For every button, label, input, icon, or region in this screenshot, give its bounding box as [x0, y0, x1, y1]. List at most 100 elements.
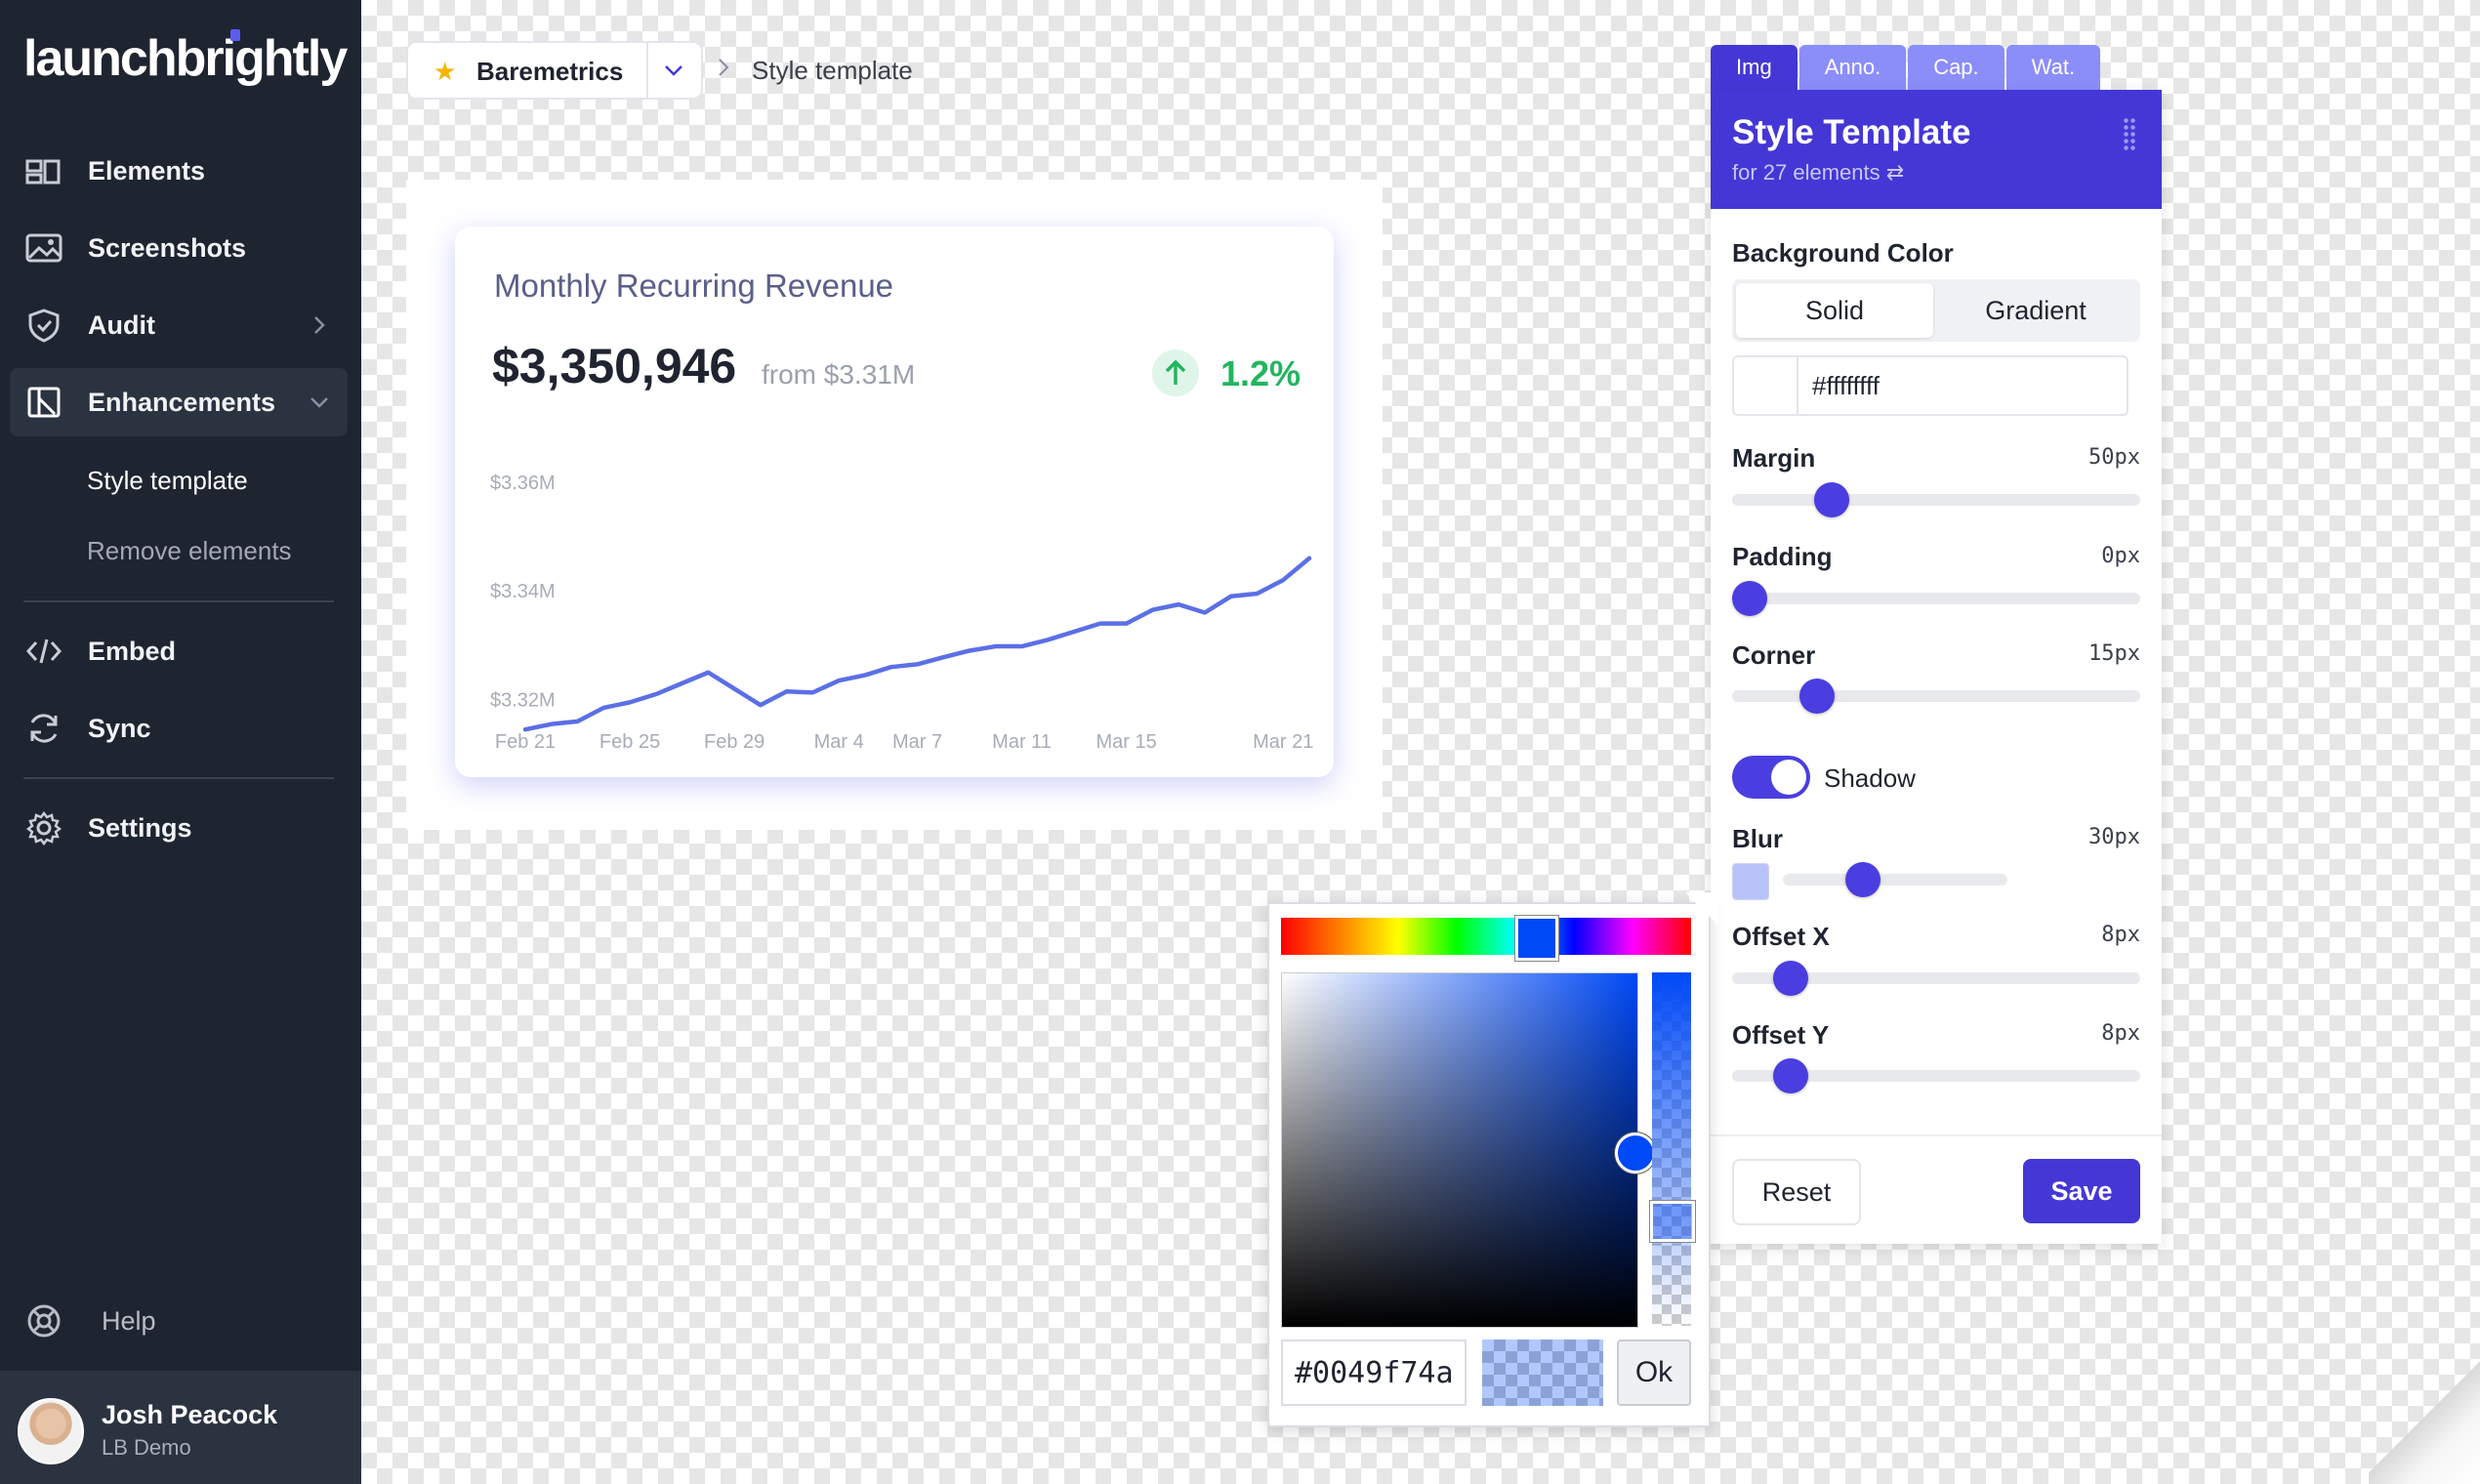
page-curl [2369, 1357, 2480, 1484]
offset-x-slider[interactable] [1732, 961, 2140, 996]
mrr-line-chart: $3.36M $3.34M $3.32M Feb 21 Feb 25 Feb 29 Mar … [490, 473, 1313, 753]
user-name: Josh Peacock [102, 1400, 278, 1429]
change-percent: 1.2% [1220, 353, 1302, 393]
tab-captions[interactable]: Cap. [1908, 45, 2005, 90]
sidebar-item-screenshots[interactable]: Screenshots [10, 214, 348, 282]
sidebar-divider [23, 777, 334, 779]
logo-text: launchbrightly [23, 30, 348, 87]
sidebar-item-embed[interactable]: Embed [10, 617, 348, 685]
slider-thumb[interactable] [1773, 961, 1809, 996]
card-value: $3,350,946 [492, 339, 737, 393]
slider-thumb[interactable] [1773, 1058, 1809, 1093]
slider-thumb[interactable] [1732, 581, 1767, 616]
user-org: LB Demo [102, 1435, 191, 1460]
alpha-handle[interactable] [1650, 1201, 1695, 1242]
offset-x-label: Offset X [1732, 922, 1830, 951]
divider [646, 43, 648, 98]
shadow-color-swatch[interactable] [1732, 863, 1769, 900]
hue-slider[interactable] [1281, 918, 1691, 955]
card-title: Monthly Recurring Revenue [494, 268, 894, 304]
avatar [18, 1398, 84, 1464]
y-tick-label: $3.36M [490, 473, 556, 494]
tab-watermark[interactable]: Wat. [2005, 45, 2101, 90]
panel-tabs: Img Anno. Cap. Wat. [1711, 45, 2102, 90]
panel-divider [1711, 1134, 2162, 1136]
gear-icon [25, 810, 62, 845]
arrow-up-icon [1152, 350, 1199, 396]
sidebar-item-label: Sync [88, 713, 151, 743]
blur-label: Blur [1732, 824, 1783, 853]
x-tick-label: Mar 21 [1253, 731, 1313, 753]
sidebar-item-label: Settings [88, 812, 192, 843]
card-from: from $3.31M [762, 359, 916, 390]
panel-header [1711, 90, 2162, 209]
shadow-label: Shadow [1824, 763, 1916, 793]
x-tick-label: Mar 15 [1096, 731, 1157, 753]
toggle-knob [1771, 760, 1806, 795]
margin-slider[interactable] [1732, 482, 2140, 517]
offset-y-label: Offset Y [1732, 1020, 1830, 1050]
sync-icon [30, 714, 58, 743]
saturation-value-area[interactable] [1281, 972, 1638, 1328]
shadow-toggle[interactable] [1732, 756, 1810, 799]
tab-img[interactable]: Img [1711, 45, 1798, 90]
sidebar-item-sync[interactable]: Sync [10, 694, 348, 763]
offset-x-value: 8px [2101, 923, 2140, 947]
color-preview [1482, 1340, 1603, 1406]
sidebar-item-audit[interactable]: Audit [10, 291, 348, 359]
x-tick-label: Mar 11 [992, 731, 1052, 753]
background-type-toggle: Solid Gradient [1732, 279, 2140, 342]
offset-y-slider[interactable] [1732, 1058, 2140, 1093]
tab-annotations[interactable]: Anno. [1798, 45, 1907, 90]
sidebar-subitem-remove-elements[interactable]: Remove elements [87, 536, 292, 565]
x-tick-label: Feb 21 [495, 731, 556, 753]
series-line [522, 556, 1312, 732]
chevron-down-icon[interactable] [662, 59, 685, 82]
hue-handle[interactable] [1515, 916, 1558, 961]
save-button[interactable]: Save [2023, 1159, 2140, 1223]
solid-option[interactable]: Solid [1736, 283, 1933, 338]
padding-label: Padding [1732, 542, 1833, 571]
alpha-slider[interactable] [1652, 972, 1691, 1326]
slider-thumb[interactable] [1814, 482, 1850, 517]
image-icon [25, 233, 62, 263]
blur-slider[interactable] [1783, 862, 2007, 897]
slider-thumb[interactable] [1798, 679, 1835, 714]
sidebar-divider [23, 600, 334, 602]
sidebar-item-settings[interactable]: Settings [10, 794, 348, 862]
chevron-right-icon [314, 316, 325, 334]
x-tick-label: Feb 25 [599, 731, 660, 753]
panel-subtitle[interactable]: for 27 elements ⇄ [1732, 160, 1905, 185]
x-tick-label: Mar 4 [814, 731, 864, 753]
padding-value: 0px [2101, 544, 2140, 568]
sidebar-item-label: Audit [88, 309, 155, 340]
metric-card[interactable] [455, 227, 1334, 777]
ok-button[interactable]: Ok [1617, 1340, 1691, 1406]
lifebuoy-icon [27, 1304, 61, 1338]
sidebar-item-enhancements[interactable]: Enhancements [10, 368, 348, 436]
background-color-field[interactable]: #ffffffff [1732, 355, 2129, 416]
logo-accent [230, 29, 240, 41]
saturation-value-handle[interactable] [1615, 1133, 1656, 1174]
background-hex: #ffffffff [1812, 371, 1880, 400]
sidebar-item-elements[interactable]: Elements [10, 137, 348, 205]
slider-thumb[interactable] [1845, 862, 1881, 897]
corner-slider[interactable] [1732, 679, 2140, 714]
color-swatch[interactable] [1734, 357, 1798, 414]
code-icon [25, 639, 62, 664]
project-selector[interactable]: ★ Baremetrics [406, 41, 703, 100]
help-link[interactable]: Help [10, 1287, 348, 1355]
background-color-label: Background Color [1732, 238, 1954, 268]
app-logo[interactable]: launchbrightly [23, 29, 348, 88]
drag-handle-icon[interactable] [2123, 117, 2136, 150]
reset-button[interactable]: Reset [1732, 1159, 1861, 1225]
x-tick-label: Feb 29 [704, 731, 765, 753]
padding-slider[interactable] [1732, 581, 2140, 616]
gradient-option[interactable]: Gradient [1985, 295, 2087, 325]
margin-label: Margin [1732, 443, 1816, 473]
sidebar-subitem-style-template[interactable]: Style template [87, 466, 248, 495]
corner-value: 15px [2088, 641, 2140, 666]
user-profile[interactable]: Josh Peacock LB Demo [0, 1371, 361, 1484]
project-name: Baremetrics [476, 57, 624, 86]
hex-input[interactable]: #0049f74a [1281, 1340, 1467, 1406]
